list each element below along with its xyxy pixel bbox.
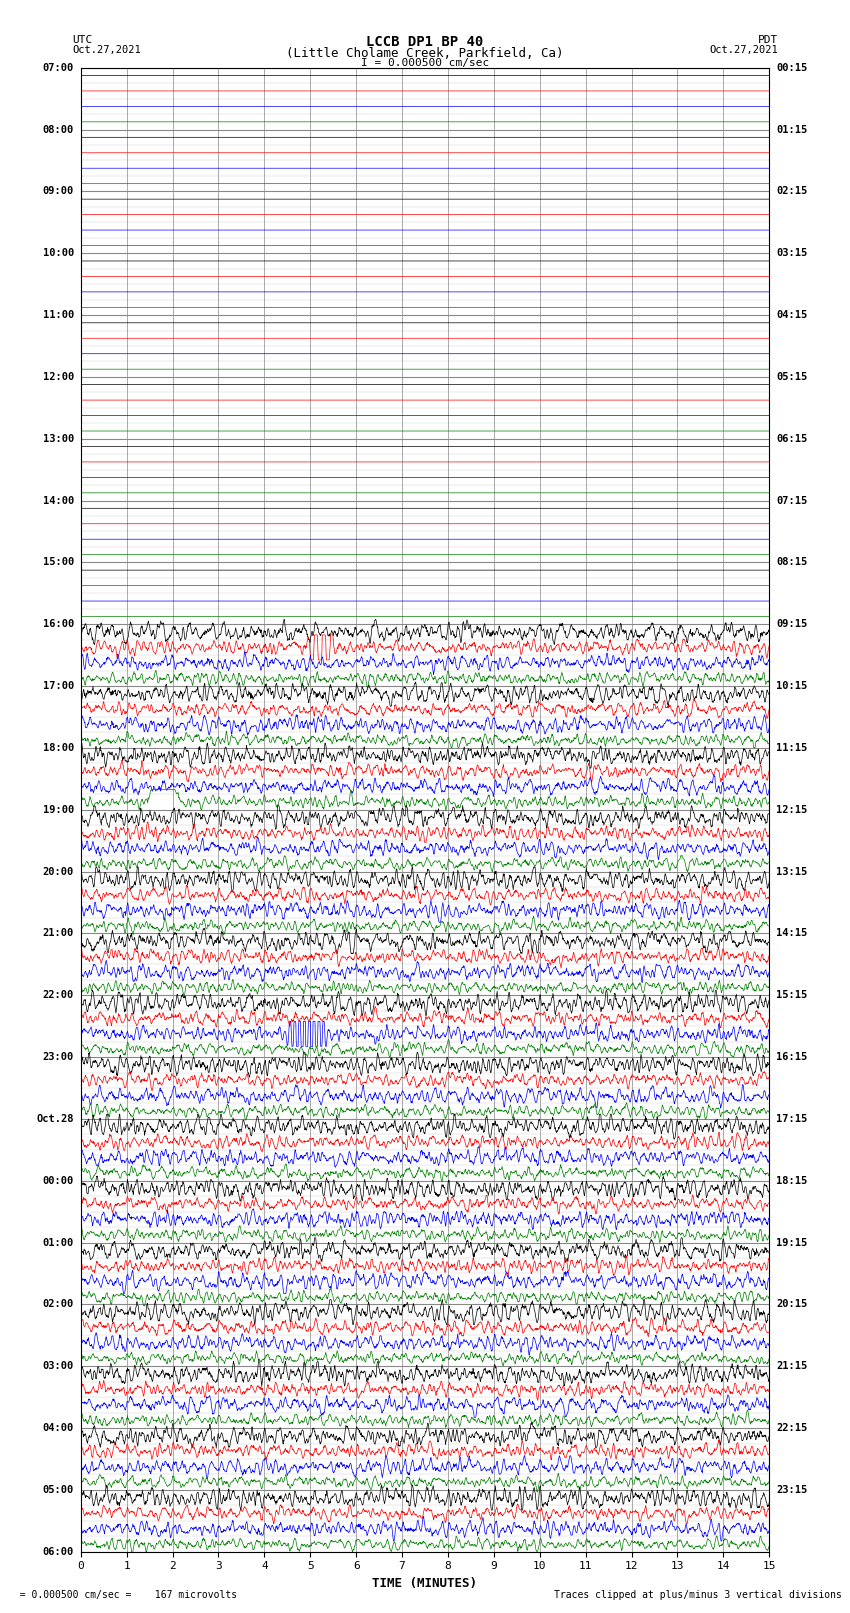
Text: Oct.27,2021: Oct.27,2021 <box>72 45 141 55</box>
Text: 01:00: 01:00 <box>42 1237 74 1247</box>
Text: 22:15: 22:15 <box>776 1423 808 1432</box>
Text: (Little Cholame Creek, Parkfield, Ca): (Little Cholame Creek, Parkfield, Ca) <box>286 47 564 60</box>
Text: 07:00: 07:00 <box>42 63 74 73</box>
Text: 21:00: 21:00 <box>42 929 74 939</box>
Text: I = 0.000500 cm/sec: I = 0.000500 cm/sec <box>361 58 489 68</box>
Text: 14:15: 14:15 <box>776 929 808 939</box>
Text: 20:15: 20:15 <box>776 1300 808 1310</box>
Text: 06:00: 06:00 <box>42 1547 74 1557</box>
Text: 20:00: 20:00 <box>42 866 74 876</box>
Text: 09:15: 09:15 <box>776 619 808 629</box>
Text: 00:00: 00:00 <box>42 1176 74 1186</box>
Text: 22:00: 22:00 <box>42 990 74 1000</box>
Text: 04:00: 04:00 <box>42 1423 74 1432</box>
Text: 16:00: 16:00 <box>42 619 74 629</box>
Text: 17:15: 17:15 <box>776 1115 808 1124</box>
Text: 11:00: 11:00 <box>42 310 74 319</box>
Text: 15:15: 15:15 <box>776 990 808 1000</box>
Text: 06:15: 06:15 <box>776 434 808 444</box>
Text: 07:15: 07:15 <box>776 495 808 505</box>
Text: 23:00: 23:00 <box>42 1052 74 1061</box>
Text: 16:15: 16:15 <box>776 1052 808 1061</box>
Text: 19:15: 19:15 <box>776 1237 808 1247</box>
Text: 14:00: 14:00 <box>42 495 74 505</box>
Text: 05:00: 05:00 <box>42 1486 74 1495</box>
Text: 13:15: 13:15 <box>776 866 808 876</box>
Text: 03:15: 03:15 <box>776 248 808 258</box>
Text: Oct.27,2021: Oct.27,2021 <box>709 45 778 55</box>
Text: 10:00: 10:00 <box>42 248 74 258</box>
Text: = 0.000500 cm/sec =    167 microvolts: = 0.000500 cm/sec = 167 microvolts <box>8 1590 238 1600</box>
Text: 23:15: 23:15 <box>776 1486 808 1495</box>
Text: 02:15: 02:15 <box>776 187 808 197</box>
Text: 03:00: 03:00 <box>42 1361 74 1371</box>
Text: 15:00: 15:00 <box>42 558 74 568</box>
Text: 18:00: 18:00 <box>42 744 74 753</box>
X-axis label: TIME (MINUTES): TIME (MINUTES) <box>372 1578 478 1590</box>
Text: 00:15: 00:15 <box>776 63 808 73</box>
Text: 12:00: 12:00 <box>42 373 74 382</box>
Text: LCCB DP1 BP 40: LCCB DP1 BP 40 <box>366 35 484 50</box>
Text: 05:15: 05:15 <box>776 373 808 382</box>
Text: 17:00: 17:00 <box>42 681 74 690</box>
Text: 10:15: 10:15 <box>776 681 808 690</box>
Text: 02:00: 02:00 <box>42 1300 74 1310</box>
Text: 19:00: 19:00 <box>42 805 74 815</box>
Text: 09:00: 09:00 <box>42 187 74 197</box>
Text: 18:15: 18:15 <box>776 1176 808 1186</box>
Text: Oct.28: Oct.28 <box>37 1115 74 1124</box>
Text: 08:00: 08:00 <box>42 124 74 134</box>
Text: 04:15: 04:15 <box>776 310 808 319</box>
Text: 01:15: 01:15 <box>776 124 808 134</box>
Text: 12:15: 12:15 <box>776 805 808 815</box>
Text: 13:00: 13:00 <box>42 434 74 444</box>
Text: UTC: UTC <box>72 35 93 45</box>
Text: 08:15: 08:15 <box>776 558 808 568</box>
Text: Traces clipped at plus/minus 3 vertical divisions: Traces clipped at plus/minus 3 vertical … <box>553 1590 842 1600</box>
Text: 21:15: 21:15 <box>776 1361 808 1371</box>
Text: PDT: PDT <box>757 35 778 45</box>
Text: 11:15: 11:15 <box>776 744 808 753</box>
